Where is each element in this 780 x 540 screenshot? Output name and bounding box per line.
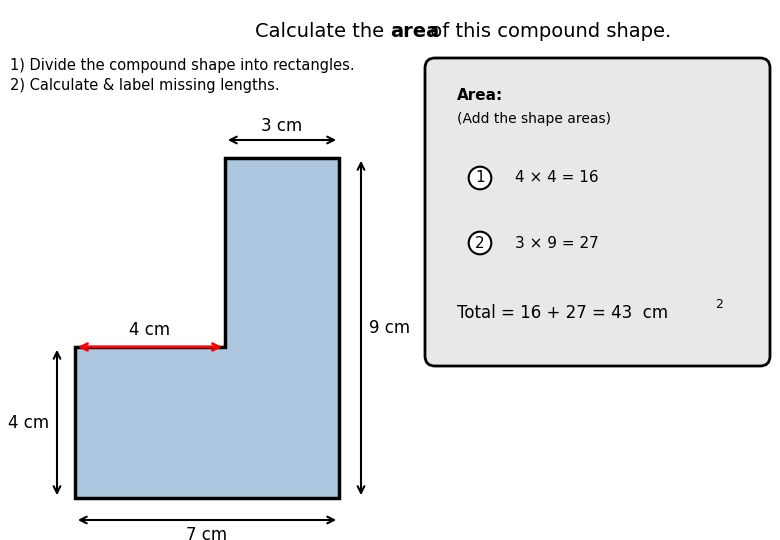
Text: (Add the shape areas): (Add the shape areas): [457, 112, 611, 126]
Text: 3 cm: 3 cm: [261, 117, 303, 135]
Polygon shape: [75, 158, 339, 498]
Text: 1) Divide the compound shape into rectangles.: 1) Divide the compound shape into rectan…: [10, 58, 355, 73]
Text: 2) Calculate & label missing lengths.: 2) Calculate & label missing lengths.: [10, 78, 279, 93]
FancyBboxPatch shape: [425, 58, 770, 366]
Text: Calculate the: Calculate the: [254, 22, 390, 41]
Text: 4 cm: 4 cm: [8, 414, 49, 431]
Text: 1: 1: [475, 171, 485, 186]
Text: Total = 16 + 27 = 43  cm: Total = 16 + 27 = 43 cm: [457, 304, 668, 322]
Text: 4 × 4 = 16: 4 × 4 = 16: [515, 171, 598, 186]
Text: 9 cm: 9 cm: [369, 319, 410, 337]
Text: 2: 2: [475, 235, 485, 251]
Text: 7 cm: 7 cm: [186, 526, 228, 540]
Text: area: area: [390, 22, 439, 41]
Text: 2: 2: [715, 299, 723, 312]
Text: 4 cm: 4 cm: [129, 321, 171, 339]
Text: Area:: Area:: [457, 88, 503, 103]
Text: of this compound shape.: of this compound shape.: [424, 22, 672, 41]
Text: 3 × 9 = 27: 3 × 9 = 27: [515, 235, 599, 251]
